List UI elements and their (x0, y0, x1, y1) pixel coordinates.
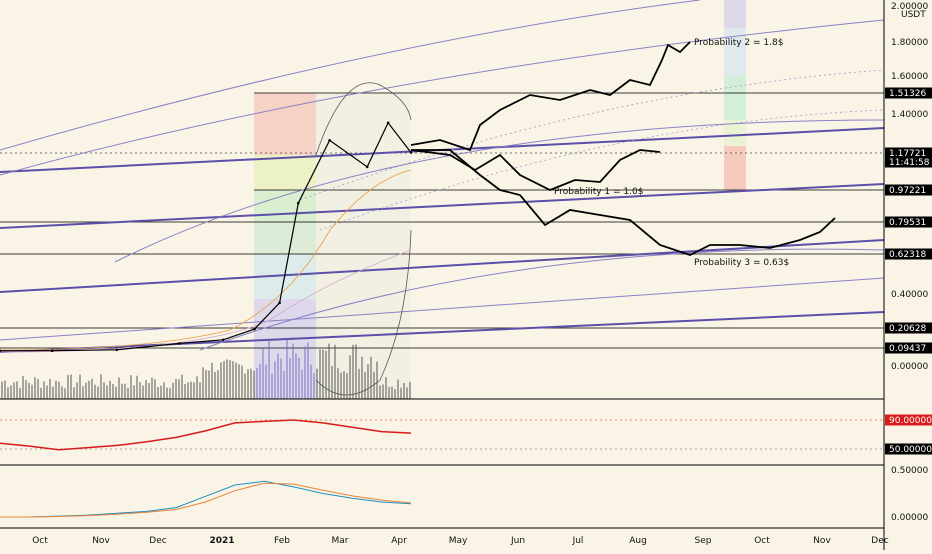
price-tick-4: 0.40000 (891, 290, 928, 300)
projection-path-2 (411, 42, 690, 150)
price-badge-0: 1.51326 (889, 89, 926, 99)
price-tick-0: 2.00000 (891, 2, 928, 12)
time-tick-14: Dec (871, 536, 888, 546)
price-badge-4: 0.62318 (889, 250, 926, 260)
time-tick-7: May (449, 536, 468, 546)
price-badge-6: 0.09437 (889, 344, 926, 354)
price-point-7 (297, 202, 300, 205)
price-point-4 (222, 339, 225, 342)
time-tick-9: Jul (572, 536, 584, 546)
time-tick-10: Aug (629, 536, 647, 546)
price-point-5 (253, 328, 256, 331)
price-badge-time: 11:41:58 (889, 158, 930, 168)
price-badge-5: 0.20628 (889, 324, 926, 334)
time-tick-2: Dec (149, 536, 166, 546)
time-tick-0: Oct (32, 536, 48, 546)
annotation-prob-3: Probability 3 = 0.63$ (694, 258, 789, 268)
price-point-11 (410, 151, 413, 154)
price-badge-2: 0.97221 (889, 186, 926, 196)
fib-zones (254, 0, 746, 399)
price-point-1 (51, 349, 54, 352)
time-tick-6: Apr (391, 536, 407, 546)
price-tick-3: 1.40000 (891, 110, 928, 120)
time-axis: Oct Nov Dec 2021 Feb Mar Apr May Jun Jul Aug Sep Oct… (32, 536, 889, 546)
time-tick-5: Mar (332, 536, 349, 546)
signal-line (0, 483, 411, 517)
rsi-badge-0: 90.00000 (889, 416, 932, 426)
rsi-panel (0, 420, 884, 450)
macd-tick-1: 0.00000 (891, 513, 928, 523)
time-tick-8: Jun (510, 536, 525, 546)
rsi-badge-1: 50.00000 (889, 445, 932, 455)
projection-path-3 (411, 150, 835, 255)
time-tick-13: Nov (813, 536, 831, 546)
price-point-2 (116, 349, 119, 352)
price-point-9 (366, 166, 369, 169)
time-tick-11: Sep (695, 536, 712, 546)
price-tick-2: 1.60000 (891, 72, 928, 82)
time-tick-1: Nov (92, 536, 110, 546)
annotation-prob-1: Probability 1 = 1.0$ (554, 187, 643, 197)
price-point-3 (178, 342, 181, 345)
time-tick-12: Oct (754, 536, 770, 546)
panel-separators (0, 0, 884, 550)
price-point-8 (328, 139, 331, 142)
price-point-10 (387, 122, 390, 125)
macd-tick-0: 0.50000 (891, 466, 928, 476)
price-badge-3: 0.79531 (889, 218, 926, 228)
price-axis: USDT 2.000001.800001.600001.400000.40000… (885, 0, 932, 550)
macd-line (0, 481, 411, 517)
rsi-line (0, 420, 411, 450)
annotation-prob-2: Probability 2 = 1.8$ (694, 38, 783, 48)
time-tick-3: 2021 (209, 536, 234, 546)
time-tick-4: Feb (274, 536, 290, 546)
price-tick-1: 1.80000 (891, 38, 928, 48)
price-point-6 (278, 302, 281, 305)
trendlines (0, 0, 884, 395)
macd-panel (0, 481, 411, 517)
price-tick-5: 0.00000 (891, 362, 928, 372)
